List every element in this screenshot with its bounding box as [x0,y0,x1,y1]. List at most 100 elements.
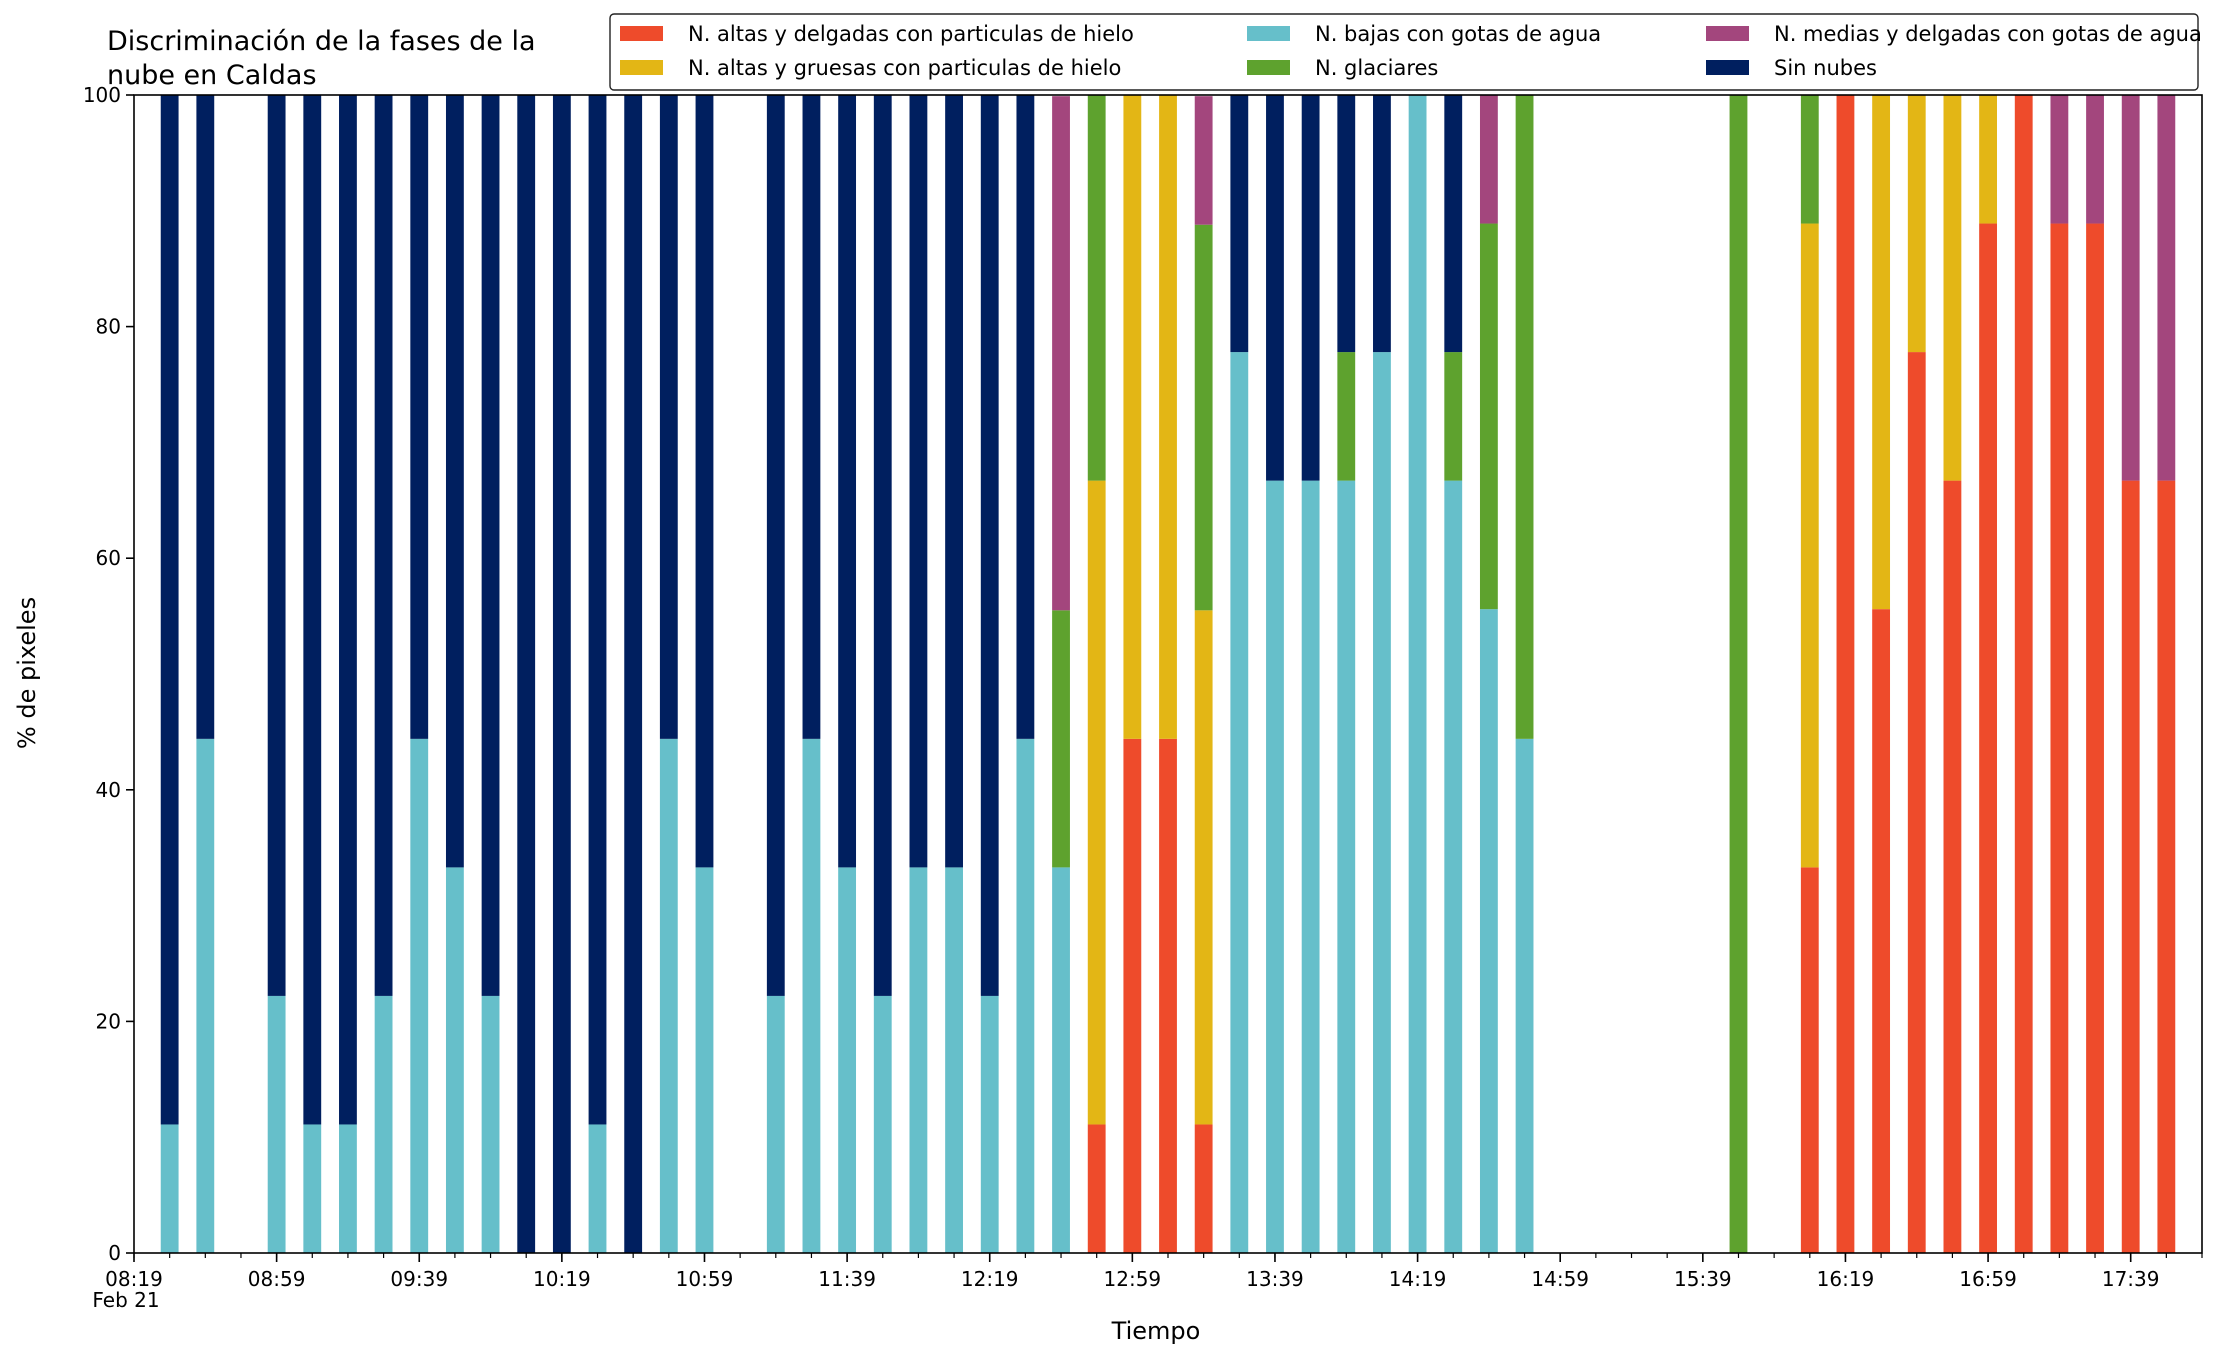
bar-segment [1194,96,1213,225]
bar-segment [1194,224,1213,611]
bar-segment [1515,738,1534,1253]
bar-segment [1266,480,1284,1253]
bar-segment [1123,95,1142,739]
x-tick-label: 12:59 [1104,1267,1162,1291]
bar-segment [2014,95,2033,1253]
legend-label: Sin nubes [1774,56,1877,80]
bar-segment [1872,95,1891,610]
bar-segment [1266,95,1284,481]
bar-segment [1230,352,1249,1254]
bar-segment [1159,95,1177,739]
bar-segment [1979,95,1997,224]
bar-segment [1515,95,1534,739]
bar-segment [410,95,429,739]
bar-segment [1337,95,1356,353]
plot-area: 0 20 40 60 80 100 08:19 08:59 09:39 10:19 10:59 11:… [83,83,2203,1291]
bar-segment [1301,480,1320,1253]
bar-segment [517,95,536,1253]
bar-segment [374,95,393,996]
bar-segment [1123,738,1142,1253]
x-tick-label: 13:39 [1246,1267,1304,1291]
x-tick-label: 17:39 [2102,1267,2160,1291]
bar-segment [1052,610,1070,868]
bar-segment [196,95,215,739]
bar-segment [1979,223,1997,1253]
bar-segment [1230,95,1249,353]
x-tick-label: 11:39 [818,1267,876,1291]
bar-segment [873,95,892,996]
bar-segment [1373,95,1391,353]
bar-segment [980,95,999,996]
bar-segment [2086,95,2104,224]
bar-segment [1479,609,1498,1253]
legend-swatch [620,26,663,41]
y-tick-label: 80 [96,315,121,339]
bar-segment [1373,352,1391,1254]
legend-swatch [620,60,663,75]
bar-segment [1872,609,1891,1253]
bar-segment [1301,95,1320,481]
bar-segment [267,95,286,996]
bar-segment [945,867,963,1253]
bar-segment [980,995,999,1253]
bar-segment [2050,95,2069,224]
bar-segment [659,738,678,1253]
x-tick-label: 10:59 [676,1267,734,1291]
bar-segment [1444,352,1463,481]
bar-segment [873,995,892,1253]
bar-segment [267,995,286,1253]
chart-title-line-2: nube en Caldas [107,60,317,91]
bar-segment [695,95,714,868]
bar-segment [659,95,678,739]
bar-segment [1087,480,1106,1125]
legend-swatch [1706,26,1749,41]
bar-segment [1943,95,1962,481]
y-tick-label: 40 [96,778,121,802]
legend-swatch [1247,26,1290,41]
bar-segment [1052,867,1070,1253]
bar-segment [909,867,928,1253]
legend-swatch [1706,60,1749,75]
bar-segment [1087,1124,1106,1253]
x-tick-label: 10:19 [533,1267,591,1291]
bar-segment [1016,95,1035,739]
x-tick-label: 14:59 [1531,1267,1589,1291]
y-tick-label: 20 [96,1009,121,1033]
bar-segment [196,738,215,1253]
bar-segment [838,867,857,1253]
bar-segment [1052,96,1070,611]
bar-segment [1087,95,1106,481]
bar-segment [945,95,963,868]
bar-segment [1943,480,1962,1253]
x-tick-label: 15:39 [1674,1267,1732,1291]
bar-segment [588,1124,607,1253]
bar-segment [1194,610,1213,1125]
bar-segment [303,1124,322,1253]
legend-label: N. altas y delgadas con particulas de hi… [688,22,1134,46]
bar-segment [2157,480,2176,1253]
legend-swatch [1247,60,1290,75]
bar-segment [802,95,821,739]
x-tick-label: 16:59 [1959,1267,2017,1291]
bar-segment [2086,223,2104,1253]
x-tick-label: 16:19 [1817,1267,1875,1291]
legend: N. altas y delgadas con particulas de hi… [609,13,2202,91]
bar-segment [1408,95,1427,1253]
y-tick-label: 60 [96,546,121,570]
bar-segment [1800,95,1819,224]
bar-segment [838,95,857,868]
y-tick-label: 100 [83,83,121,107]
bar-segment [1194,1124,1213,1253]
bar-segment [2157,95,2176,481]
legend-label: N. medias y delgadas con gotas de agua [1774,22,2202,46]
bar-segment [1337,480,1356,1253]
bar-segment [481,95,500,996]
bar-segment [1836,95,1855,1253]
bar-segment [410,738,429,1253]
legend-label: N. altas y gruesas con particulas de hie… [688,56,1121,80]
x-tick-label: 09:39 [390,1267,448,1291]
bar-segment [1479,223,1498,610]
bar-segment [588,95,607,1125]
bar-segment [303,95,322,1125]
